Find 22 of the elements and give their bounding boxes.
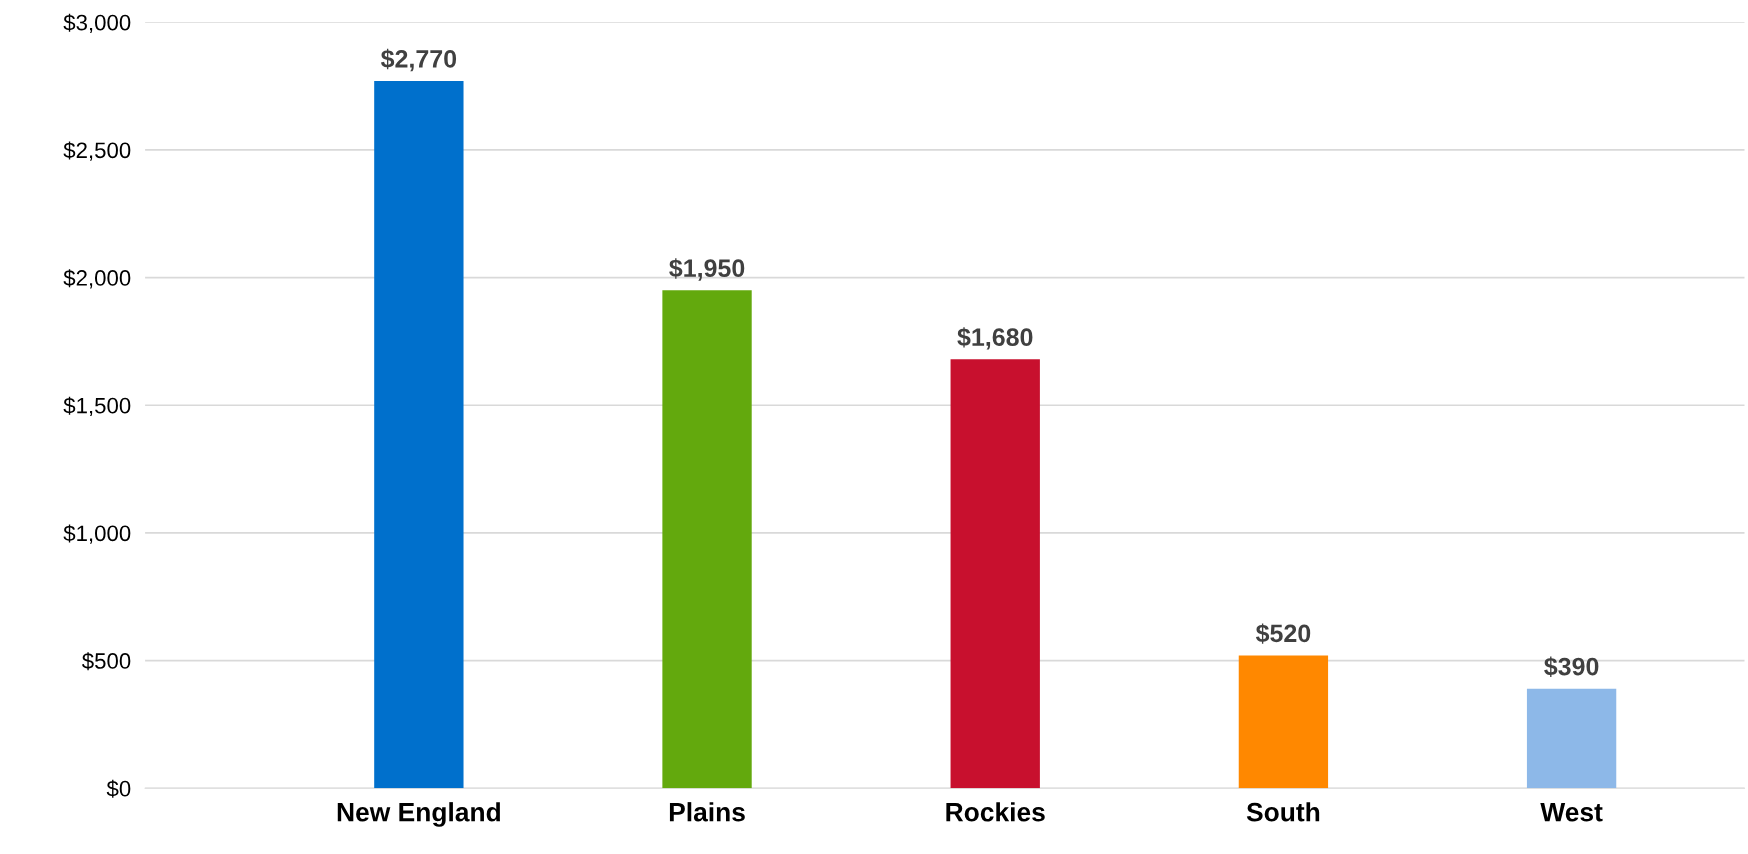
- x-tick-label: Plains: [669, 802, 745, 822]
- y-tick-label: $1,000: [63, 524, 131, 544]
- y-tick-label: $3,000: [63, 13, 131, 34]
- x-tick-label: Rockies: [946, 802, 1045, 822]
- x-tick-label: New England: [337, 802, 500, 827]
- data-label: $390: [1544, 656, 1599, 677]
- bar: [374, 80, 464, 789]
- y-tick-label: $2,000: [63, 269, 131, 289]
- data-label: $1,680: [957, 327, 1033, 350]
- bar: [1526, 688, 1617, 789]
- y-tick-label: $500: [82, 652, 131, 671]
- data-label: $2,770: [380, 48, 457, 72]
- y-tick-label: $1,500: [63, 396, 131, 417]
- y-tick-label: $0: [106, 779, 131, 798]
- y-tick-label: $2,500: [63, 141, 131, 161]
- data-label: $520: [1255, 623, 1311, 644]
- data-label: $1,950: [669, 258, 745, 281]
- x-tick-label: South: [1246, 802, 1320, 822]
- bar: [1238, 655, 1329, 789]
- x-tick-label: West: [1540, 803, 1603, 822]
- bar: [662, 290, 752, 789]
- bar: [950, 359, 1040, 789]
